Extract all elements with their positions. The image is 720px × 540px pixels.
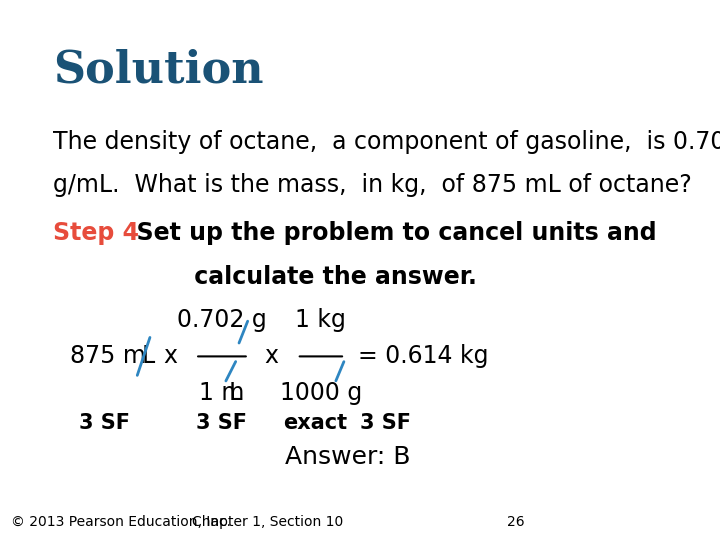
- Text: Step 4: Step 4: [53, 221, 140, 245]
- Text: L: L: [142, 345, 155, 368]
- Text: Chapter 1, Section 10: Chapter 1, Section 10: [192, 515, 343, 529]
- Text: = 0.614 kg: = 0.614 kg: [359, 345, 489, 368]
- Text: calculate the answer.: calculate the answer.: [120, 265, 477, 288]
- Text: 875 m: 875 m: [70, 345, 145, 368]
- Text: © 2013 Pearson Education, Inc.: © 2013 Pearson Education, Inc.: [11, 515, 230, 529]
- Text: 1 m: 1 m: [199, 381, 245, 404]
- Text: 1 kg: 1 kg: [295, 308, 346, 332]
- Text: 3 SF: 3 SF: [359, 413, 410, 433]
- Text: x: x: [265, 345, 279, 368]
- Text: Solution: Solution: [53, 49, 264, 92]
- Text: 26: 26: [506, 515, 524, 529]
- Text: 1000 g: 1000 g: [280, 381, 362, 404]
- Text: 3 SF: 3 SF: [78, 413, 130, 433]
- Text: Answer: B: Answer: B: [285, 446, 410, 469]
- Text: The density of octane,  a component of gasoline,  is 0.702: The density of octane, a component of ga…: [53, 130, 720, 153]
- Text: Set up the problem to cancel units and: Set up the problem to cancel units and: [120, 221, 657, 245]
- Text: 3 SF: 3 SF: [197, 413, 248, 433]
- Text: 0.702 g: 0.702 g: [177, 308, 267, 332]
- Text: g/mL.  What is the mass,  in kg,  of 875 mL of octane?: g/mL. What is the mass, in kg, of 875 mL…: [53, 173, 692, 197]
- Text: x: x: [163, 345, 177, 368]
- Text: exact: exact: [284, 413, 348, 433]
- Text: L: L: [228, 381, 242, 404]
